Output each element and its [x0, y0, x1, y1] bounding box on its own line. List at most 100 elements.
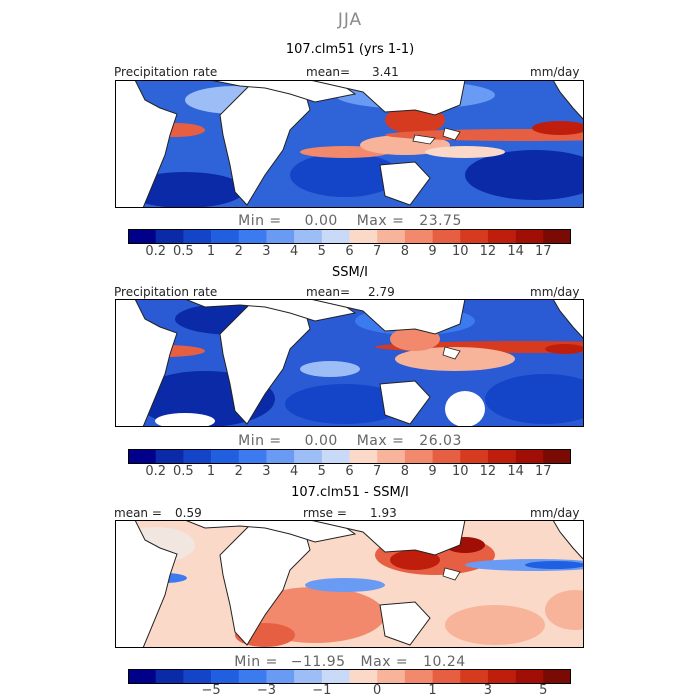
colorbar-diff-segment [266, 669, 295, 684]
south-america-land [115, 80, 178, 208]
colorbar-abs-segment [349, 229, 378, 244]
colorbar-diff-segment [543, 669, 571, 684]
colorbar-diff-segment [487, 669, 516, 684]
colorbar-abs-segment [183, 229, 212, 244]
panel-1-mean-label: mean= [306, 65, 351, 79]
panel-3-map [115, 520, 584, 648]
colorbar-diff-segment [460, 669, 489, 684]
colorbar-tick-label: 0.2 [145, 464, 167, 479]
colorbar-tick-label: 2 [234, 464, 243, 479]
colorbar-tick-label: 3 [262, 464, 271, 479]
panel-1-variable-label: Precipitation rate [114, 65, 218, 79]
panel-3-rmse-value: 1.93 [370, 506, 397, 520]
australia-land [379, 601, 431, 646]
colorbar-diff-segment [432, 669, 461, 684]
colorbar-tick-label: −3 [256, 683, 277, 698]
colorbar-tick-label: 12 [479, 464, 497, 479]
colorbar-abs-segment [404, 229, 433, 244]
colorbar-abs-segment [515, 229, 544, 244]
panel-2-min-value: 0.00 [304, 433, 338, 449]
colorbar-abs-segment [460, 449, 489, 464]
colorbar-abs-segment [266, 449, 295, 464]
colorbar-abs-segment [128, 229, 156, 244]
colorbar-diff-segment [238, 669, 267, 684]
colorbar-abs-segment [266, 229, 295, 244]
panel-2-max-label: Max = [356, 433, 405, 449]
colorbar-abs-segment [183, 449, 212, 464]
colorbar-diff-segment [294, 669, 323, 684]
colorbar-tick-label: 12 [479, 244, 497, 259]
colorbar-abs-segment [155, 449, 184, 464]
colorbar-diff-segment [321, 669, 350, 684]
colorbar-diff-segment [349, 669, 378, 684]
colorbar-abs-segment [321, 449, 350, 464]
colorbar-abs-segment [460, 229, 489, 244]
australia-land [379, 380, 431, 425]
colorbar-tick-label: 5 [539, 683, 548, 698]
colorbar-tick-label: 1 [206, 464, 216, 479]
panel-3-rmse-label: rmse = [303, 506, 347, 520]
panel-1-title: 107.clm51 (yrs 1-1) [285, 42, 415, 57]
panel-2-variable-label: Precipitation rate [114, 285, 218, 299]
north-america-land [552, 299, 584, 340]
panel-3-min-value: −11.95 [290, 654, 346, 670]
colorbar-diff-segment [377, 669, 406, 684]
colorbar-tick-label: 4 [289, 244, 299, 259]
colorbar-abs-segment [238, 229, 267, 244]
colorbar-tick-label: 0.2 [145, 244, 167, 259]
panel-3-max-label: Max = [360, 654, 409, 670]
panel-1-map [115, 80, 584, 208]
colorbar-abs-segment [238, 449, 267, 464]
colorbar-tick-label: 14 [507, 464, 524, 479]
colorbar-abs-segment [543, 449, 571, 464]
colorbar-abs-segment [128, 449, 156, 464]
panel-3-mean-label: mean = [114, 506, 162, 520]
colorbar-tick-label: −5 [201, 683, 221, 698]
colorbar-abs-segment [487, 449, 516, 464]
australia-land [379, 161, 431, 206]
colorbar-tick-label: 9 [428, 464, 437, 479]
colorbar-abs-segment [432, 229, 461, 244]
panel-2-min-label: Min = [238, 433, 282, 449]
colorbar-tick-label: 0.5 [173, 464, 194, 479]
panel-1-min-label: Min = [238, 213, 282, 229]
colorbar-tick-label: 0.5 [173, 244, 194, 259]
colorbar-abs-segment [487, 229, 516, 244]
colorbar-abs-segment [515, 449, 544, 464]
panel-2-title: SSM/I [332, 265, 368, 280]
panel-3-units: mm/day [530, 506, 580, 520]
south-america-land [115, 299, 178, 427]
colorbar-tick-label: 8 [400, 244, 410, 259]
colorbar-abs-segment [432, 449, 461, 464]
panel-2-units: mm/day [530, 285, 580, 299]
colorbar-tick-label: 7 [373, 244, 382, 259]
colorbar-tick-label: 1 [428, 683, 437, 698]
colorbar-tick-label: 7 [373, 464, 382, 479]
colorbar-tick-label: 10 [451, 464, 469, 479]
colorbar-diff-segment [183, 669, 212, 684]
colorbar-diff-segment [515, 669, 544, 684]
colorbar-tick-label: 3 [262, 244, 271, 259]
panel-1-min-value: 0.00 [304, 213, 338, 229]
panel-2-mean-label: mean= [306, 285, 351, 299]
panel-3-stats: Min = −11.95 Max = 10.24 [0, 654, 700, 670]
colorbar-tick-label: 8 [400, 464, 410, 479]
panel-2-max-value: 26.03 [419, 433, 462, 449]
colorbar-tick-label: 6 [345, 244, 354, 259]
asia-land [309, 80, 466, 116]
colorbar-tick-label: 10 [451, 244, 469, 259]
colorbar-diff-segment [128, 669, 156, 684]
panel-1-mean-value: 3.41 [372, 65, 399, 79]
panel-3-colorbar [128, 669, 571, 684]
colorbar-tick-label: 1 [206, 244, 216, 259]
colorbar-abs-segment [404, 449, 433, 464]
colorbar-abs-segment [211, 229, 240, 244]
panel-3-max-value: 10.24 [423, 654, 466, 670]
north-america-land [552, 520, 584, 561]
colorbar-tick-label: 17 [535, 244, 552, 259]
colorbar-diff-segment [211, 669, 240, 684]
panel-1-max-value: 23.75 [419, 213, 462, 229]
panel-2-colorbar [128, 449, 571, 464]
colorbar-abs-segment [294, 449, 323, 464]
panel-1-units: mm/day [530, 65, 580, 79]
